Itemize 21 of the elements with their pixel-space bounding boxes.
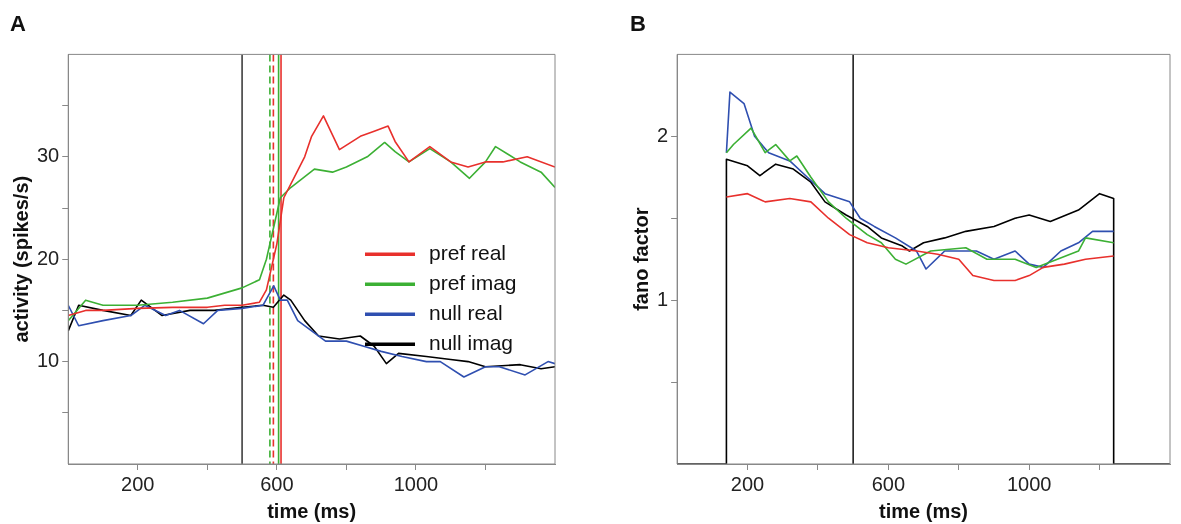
y-tick-label: 2 [657, 123, 669, 146]
x-tick-label: 1000 [1006, 472, 1052, 495]
x-tick-label: 600 [871, 472, 906, 495]
chart-title: A [10, 11, 26, 37]
y-tick-label: 30 [37, 144, 60, 167]
y-axis-title: fano factor [629, 207, 652, 311]
y-axis-title: activity (spikes/s) [9, 175, 32, 343]
y-tick-label: 20 [37, 246, 60, 269]
y-tick-label: 1 [657, 287, 669, 310]
x-axis-title: time (ms) [879, 499, 969, 522]
x-tick-label: 600 [260, 472, 294, 495]
y-tick-label: 10 [37, 349, 60, 372]
legend-label: pref imag [429, 271, 517, 294]
legend-label: pref real [429, 241, 507, 264]
legend-label: null real [429, 301, 503, 324]
legend-label: null imag [429, 331, 514, 354]
x-tick-label: 200 [730, 472, 765, 495]
x-axis-title: time (ms) [267, 499, 357, 522]
x-tick-label: 200 [121, 472, 155, 495]
chart-title: B [630, 11, 646, 37]
x-tick-label: 1000 [393, 472, 439, 495]
